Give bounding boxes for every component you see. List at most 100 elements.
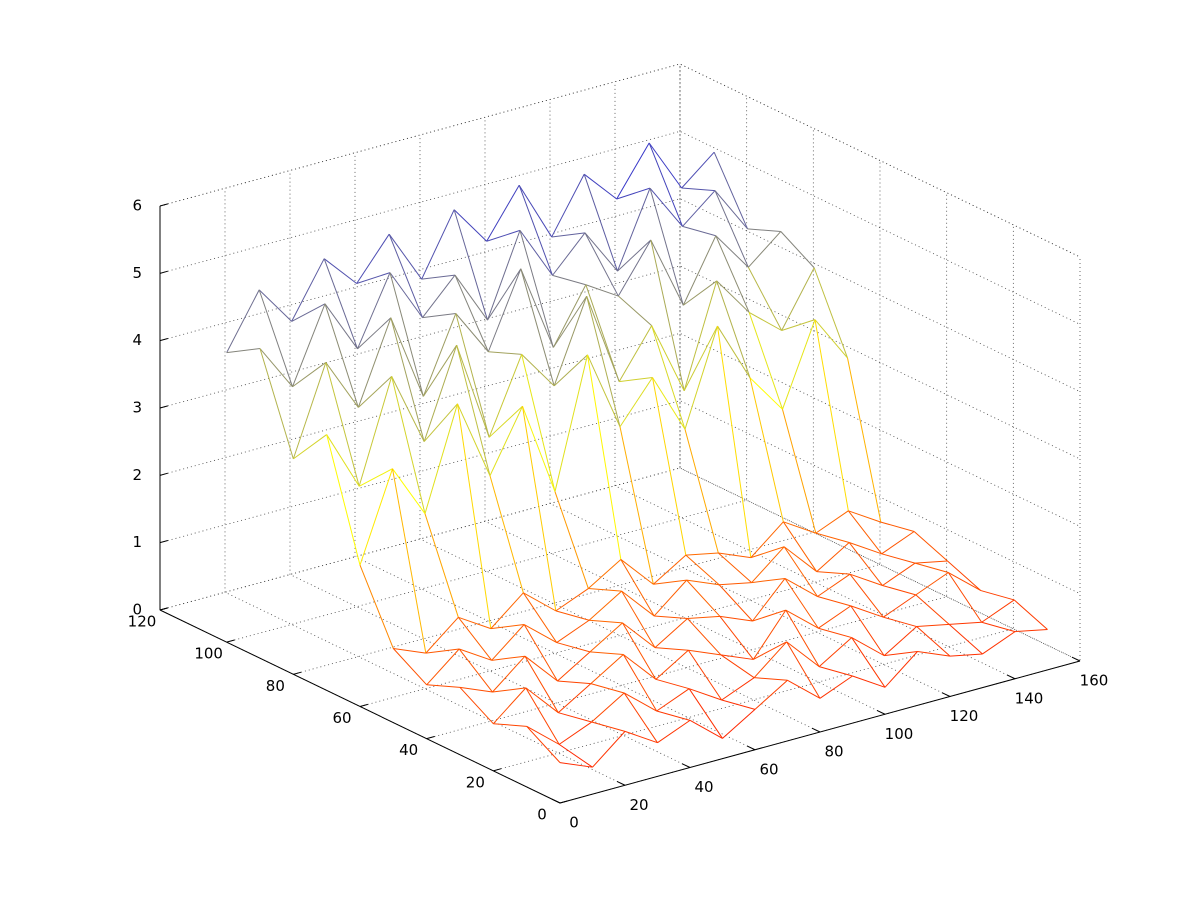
- mesh-segment: [551, 173, 585, 238]
- mesh-segment: [325, 362, 360, 487]
- mesh-segment: [226, 348, 261, 354]
- mesh-segment: [619, 377, 653, 428]
- mesh-segment: [750, 521, 784, 558]
- mesh-segment: [557, 651, 591, 682]
- y-tick-label: 120: [128, 613, 157, 631]
- mesh-segment: [457, 403, 492, 629]
- mesh-segment: [522, 406, 556, 492]
- z-tick-label: 1: [132, 533, 142, 551]
- mesh-segment: [556, 642, 591, 653]
- mesh-segment: [948, 624, 983, 655]
- mesh-segment: [717, 325, 751, 379]
- mesh-segment: [258, 289, 293, 387]
- mesh-segment: [915, 594, 950, 625]
- mesh-segment: [557, 683, 592, 714]
- mesh-segment: [459, 687, 494, 725]
- mesh-segment: [585, 284, 620, 382]
- mesh-segment: [754, 679, 788, 710]
- mesh-segment: [558, 743, 593, 768]
- mesh-segment: [585, 284, 619, 297]
- grid-line: [226, 96, 748, 643]
- z-tick-label: 6: [132, 197, 142, 215]
- mesh-segment: [292, 303, 326, 387]
- mesh-segment: [587, 354, 622, 560]
- mesh-segment: [654, 618, 688, 649]
- mesh-segment: [783, 546, 817, 572]
- mesh-segment: [1014, 628, 1048, 633]
- mesh-segment: [391, 376, 426, 514]
- mesh-segment: [425, 648, 460, 654]
- mesh-segment: [617, 239, 652, 272]
- y-tick-label: 80: [266, 677, 285, 695]
- mesh-segment: [456, 345, 490, 438]
- mesh-segment: [685, 554, 720, 586]
- z-tick: [159, 405, 168, 409]
- mesh-segment: [913, 531, 948, 562]
- mesh-segment: [522, 592, 558, 643]
- mesh-segment: [716, 280, 750, 313]
- mesh-segment: [686, 579, 720, 586]
- mesh-segment: [491, 624, 525, 661]
- mesh-segment: [815, 510, 849, 534]
- mesh-segment: [521, 354, 555, 387]
- mesh-segment: [685, 552, 719, 556]
- mesh-segment: [357, 272, 391, 350]
- mesh-segment: [623, 692, 657, 712]
- mesh-segment: [359, 468, 393, 566]
- mesh-segment: [689, 719, 723, 739]
- mesh-segment: [914, 560, 948, 564]
- x-tick-label: 160: [1080, 672, 1109, 690]
- mesh-segment: [555, 588, 589, 612]
- mesh-segment: [780, 231, 815, 269]
- grid-line: [614, 81, 1016, 680]
- mesh-segment: [785, 609, 820, 667]
- mesh-segment: [453, 209, 488, 242]
- grid-line: [159, 265, 1081, 460]
- mesh-segment: [753, 641, 788, 678]
- y-tick-label: 60: [332, 709, 351, 727]
- mesh-segment: [714, 190, 748, 230]
- grid-line: [159, 63, 1081, 258]
- y-tick-label: 20: [466, 773, 485, 791]
- mesh-segment: [622, 622, 657, 680]
- mesh-segment: [816, 542, 850, 572]
- mesh-segment: [492, 687, 527, 725]
- mesh-segment: [653, 579, 688, 617]
- mesh-segment: [717, 326, 752, 558]
- mesh-segment: [523, 592, 557, 612]
- z-tick: [159, 270, 168, 274]
- x-tick: [681, 763, 691, 768]
- x-tick-label: 40: [694, 778, 713, 796]
- mesh-segment: [917, 651, 951, 657]
- mesh-segment: [553, 296, 588, 387]
- mesh-segment: [719, 616, 754, 660]
- mesh-segment: [492, 687, 526, 693]
- mesh-segment: [682, 190, 716, 227]
- mesh-segment: [259, 348, 294, 460]
- mesh-segment: [684, 325, 718, 430]
- mesh-segment: [848, 510, 881, 523]
- mesh-segment: [520, 268, 554, 348]
- z-tick: [159, 338, 168, 342]
- mesh-segment: [818, 627, 852, 639]
- mesh-segment: [459, 648, 492, 661]
- mesh-segment: [488, 351, 522, 355]
- mesh-segment: [687, 649, 723, 701]
- mesh-segment: [683, 325, 718, 392]
- mesh-segment: [324, 303, 359, 408]
- mesh-segment: [651, 325, 685, 392]
- mesh-segment: [655, 649, 689, 680]
- mesh-segment: [981, 621, 1016, 633]
- mesh-segment: [720, 654, 754, 660]
- mesh-segment: [883, 626, 918, 656]
- mesh-segment: [686, 579, 721, 617]
- mesh-segment: [455, 313, 490, 438]
- mesh-segment: [584, 232, 618, 272]
- mesh-segment: [589, 619, 623, 624]
- mesh-segment: [784, 578, 818, 597]
- x-tick: [616, 780, 626, 786]
- mesh-segment: [523, 624, 557, 644]
- grid-line: [559, 257, 1081, 804]
- y-tick: [559, 800, 568, 804]
